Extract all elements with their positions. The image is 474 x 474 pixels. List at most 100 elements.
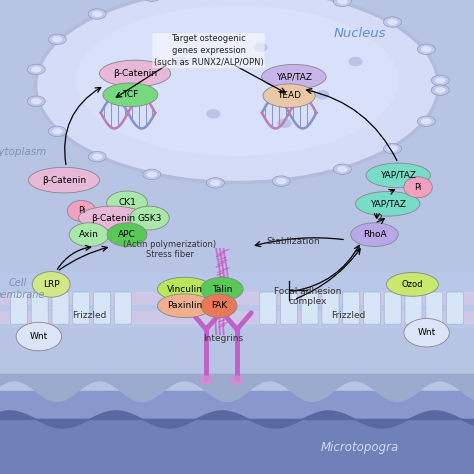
Text: Target osteogenic
genes expression
(such as RUNX2/ALP/OPN): Target osteogenic genes expression (such…: [154, 35, 264, 67]
Ellipse shape: [262, 64, 326, 89]
Ellipse shape: [111, 62, 126, 71]
Ellipse shape: [173, 57, 187, 66]
Ellipse shape: [27, 96, 45, 107]
Text: Cytoplasm: Cytoplasm: [0, 146, 46, 157]
Ellipse shape: [107, 191, 147, 215]
FancyBboxPatch shape: [447, 292, 464, 324]
Ellipse shape: [263, 84, 315, 108]
Ellipse shape: [337, 166, 347, 173]
Ellipse shape: [107, 223, 147, 246]
FancyBboxPatch shape: [52, 292, 69, 324]
Ellipse shape: [348, 57, 363, 66]
Ellipse shape: [431, 75, 449, 86]
Text: Cell
membrane: Cell membrane: [0, 278, 45, 300]
Ellipse shape: [435, 77, 446, 83]
Ellipse shape: [210, 180, 220, 186]
FancyBboxPatch shape: [322, 292, 339, 324]
Ellipse shape: [404, 319, 449, 347]
Text: CK1: CK1: [118, 199, 136, 207]
Text: TCF: TCF: [122, 91, 138, 99]
Ellipse shape: [32, 272, 70, 297]
Ellipse shape: [146, 172, 157, 178]
Ellipse shape: [88, 151, 106, 162]
Ellipse shape: [16, 322, 62, 351]
Ellipse shape: [333, 0, 351, 7]
Ellipse shape: [206, 109, 220, 118]
Text: β-Catenin: β-Catenin: [42, 176, 86, 184]
Ellipse shape: [92, 154, 102, 160]
Text: GSK3: GSK3: [137, 214, 162, 222]
Ellipse shape: [417, 116, 435, 127]
Ellipse shape: [92, 11, 102, 17]
Text: Talin: Talin: [212, 285, 232, 293]
Ellipse shape: [431, 85, 449, 95]
Ellipse shape: [129, 206, 169, 230]
FancyBboxPatch shape: [301, 292, 318, 324]
FancyBboxPatch shape: [93, 292, 110, 324]
Text: Microtopogra: Microtopogra: [321, 441, 400, 455]
Text: FAK: FAK: [211, 301, 227, 310]
Ellipse shape: [31, 66, 41, 73]
Text: YAP/TAZ: YAP/TAZ: [370, 200, 406, 208]
Text: β-Catenin: β-Catenin: [113, 69, 157, 78]
Ellipse shape: [276, 178, 286, 184]
Ellipse shape: [52, 36, 63, 42]
Ellipse shape: [67, 201, 96, 221]
FancyBboxPatch shape: [426, 292, 443, 324]
FancyBboxPatch shape: [281, 292, 298, 324]
Text: Focal adhesion
complex: Focal adhesion complex: [274, 287, 342, 306]
Ellipse shape: [337, 0, 347, 4]
Ellipse shape: [36, 0, 438, 182]
Ellipse shape: [48, 126, 66, 137]
Ellipse shape: [356, 191, 420, 216]
Ellipse shape: [28, 167, 100, 193]
Ellipse shape: [254, 43, 268, 52]
FancyBboxPatch shape: [114, 292, 131, 324]
Ellipse shape: [100, 60, 171, 87]
Text: Pi: Pi: [414, 183, 422, 191]
Ellipse shape: [27, 64, 45, 74]
Ellipse shape: [206, 178, 224, 188]
Ellipse shape: [48, 34, 66, 45]
Ellipse shape: [157, 277, 212, 301]
Text: (Actin polymerization)
Stress fiber: (Actin polymerization) Stress fiber: [123, 240, 216, 259]
Ellipse shape: [135, 95, 149, 104]
Ellipse shape: [31, 98, 41, 104]
Ellipse shape: [157, 294, 212, 318]
Ellipse shape: [421, 118, 431, 124]
Text: Pi: Pi: [78, 207, 85, 215]
Text: Wnt: Wnt: [30, 332, 48, 341]
Text: Integrins: Integrins: [203, 335, 243, 343]
Ellipse shape: [351, 223, 398, 246]
Ellipse shape: [421, 46, 431, 53]
Ellipse shape: [387, 19, 398, 25]
Text: Stablization: Stablization: [266, 237, 320, 246]
Ellipse shape: [366, 163, 430, 188]
Ellipse shape: [383, 17, 401, 27]
FancyBboxPatch shape: [384, 292, 401, 324]
Ellipse shape: [272, 176, 290, 186]
Bar: [0, 311, 474, 323]
Text: Vinculin: Vinculin: [167, 285, 203, 293]
Ellipse shape: [277, 118, 292, 128]
FancyBboxPatch shape: [73, 292, 90, 324]
Text: Frizzled: Frizzled: [331, 311, 365, 319]
Ellipse shape: [333, 164, 351, 174]
FancyBboxPatch shape: [343, 292, 360, 324]
Ellipse shape: [404, 177, 432, 198]
Ellipse shape: [435, 87, 446, 93]
FancyBboxPatch shape: [364, 292, 381, 324]
Ellipse shape: [199, 375, 213, 385]
Ellipse shape: [76, 5, 398, 156]
Ellipse shape: [417, 44, 435, 55]
Bar: [0, 273, 474, 327]
Text: TEAD: TEAD: [277, 91, 301, 100]
Text: ?: ?: [376, 214, 382, 224]
Bar: [0, 292, 474, 304]
Ellipse shape: [383, 144, 401, 154]
FancyBboxPatch shape: [10, 292, 27, 324]
Bar: [0, 419, 474, 474]
Ellipse shape: [143, 169, 161, 180]
Ellipse shape: [143, 0, 161, 1]
FancyBboxPatch shape: [405, 292, 422, 324]
